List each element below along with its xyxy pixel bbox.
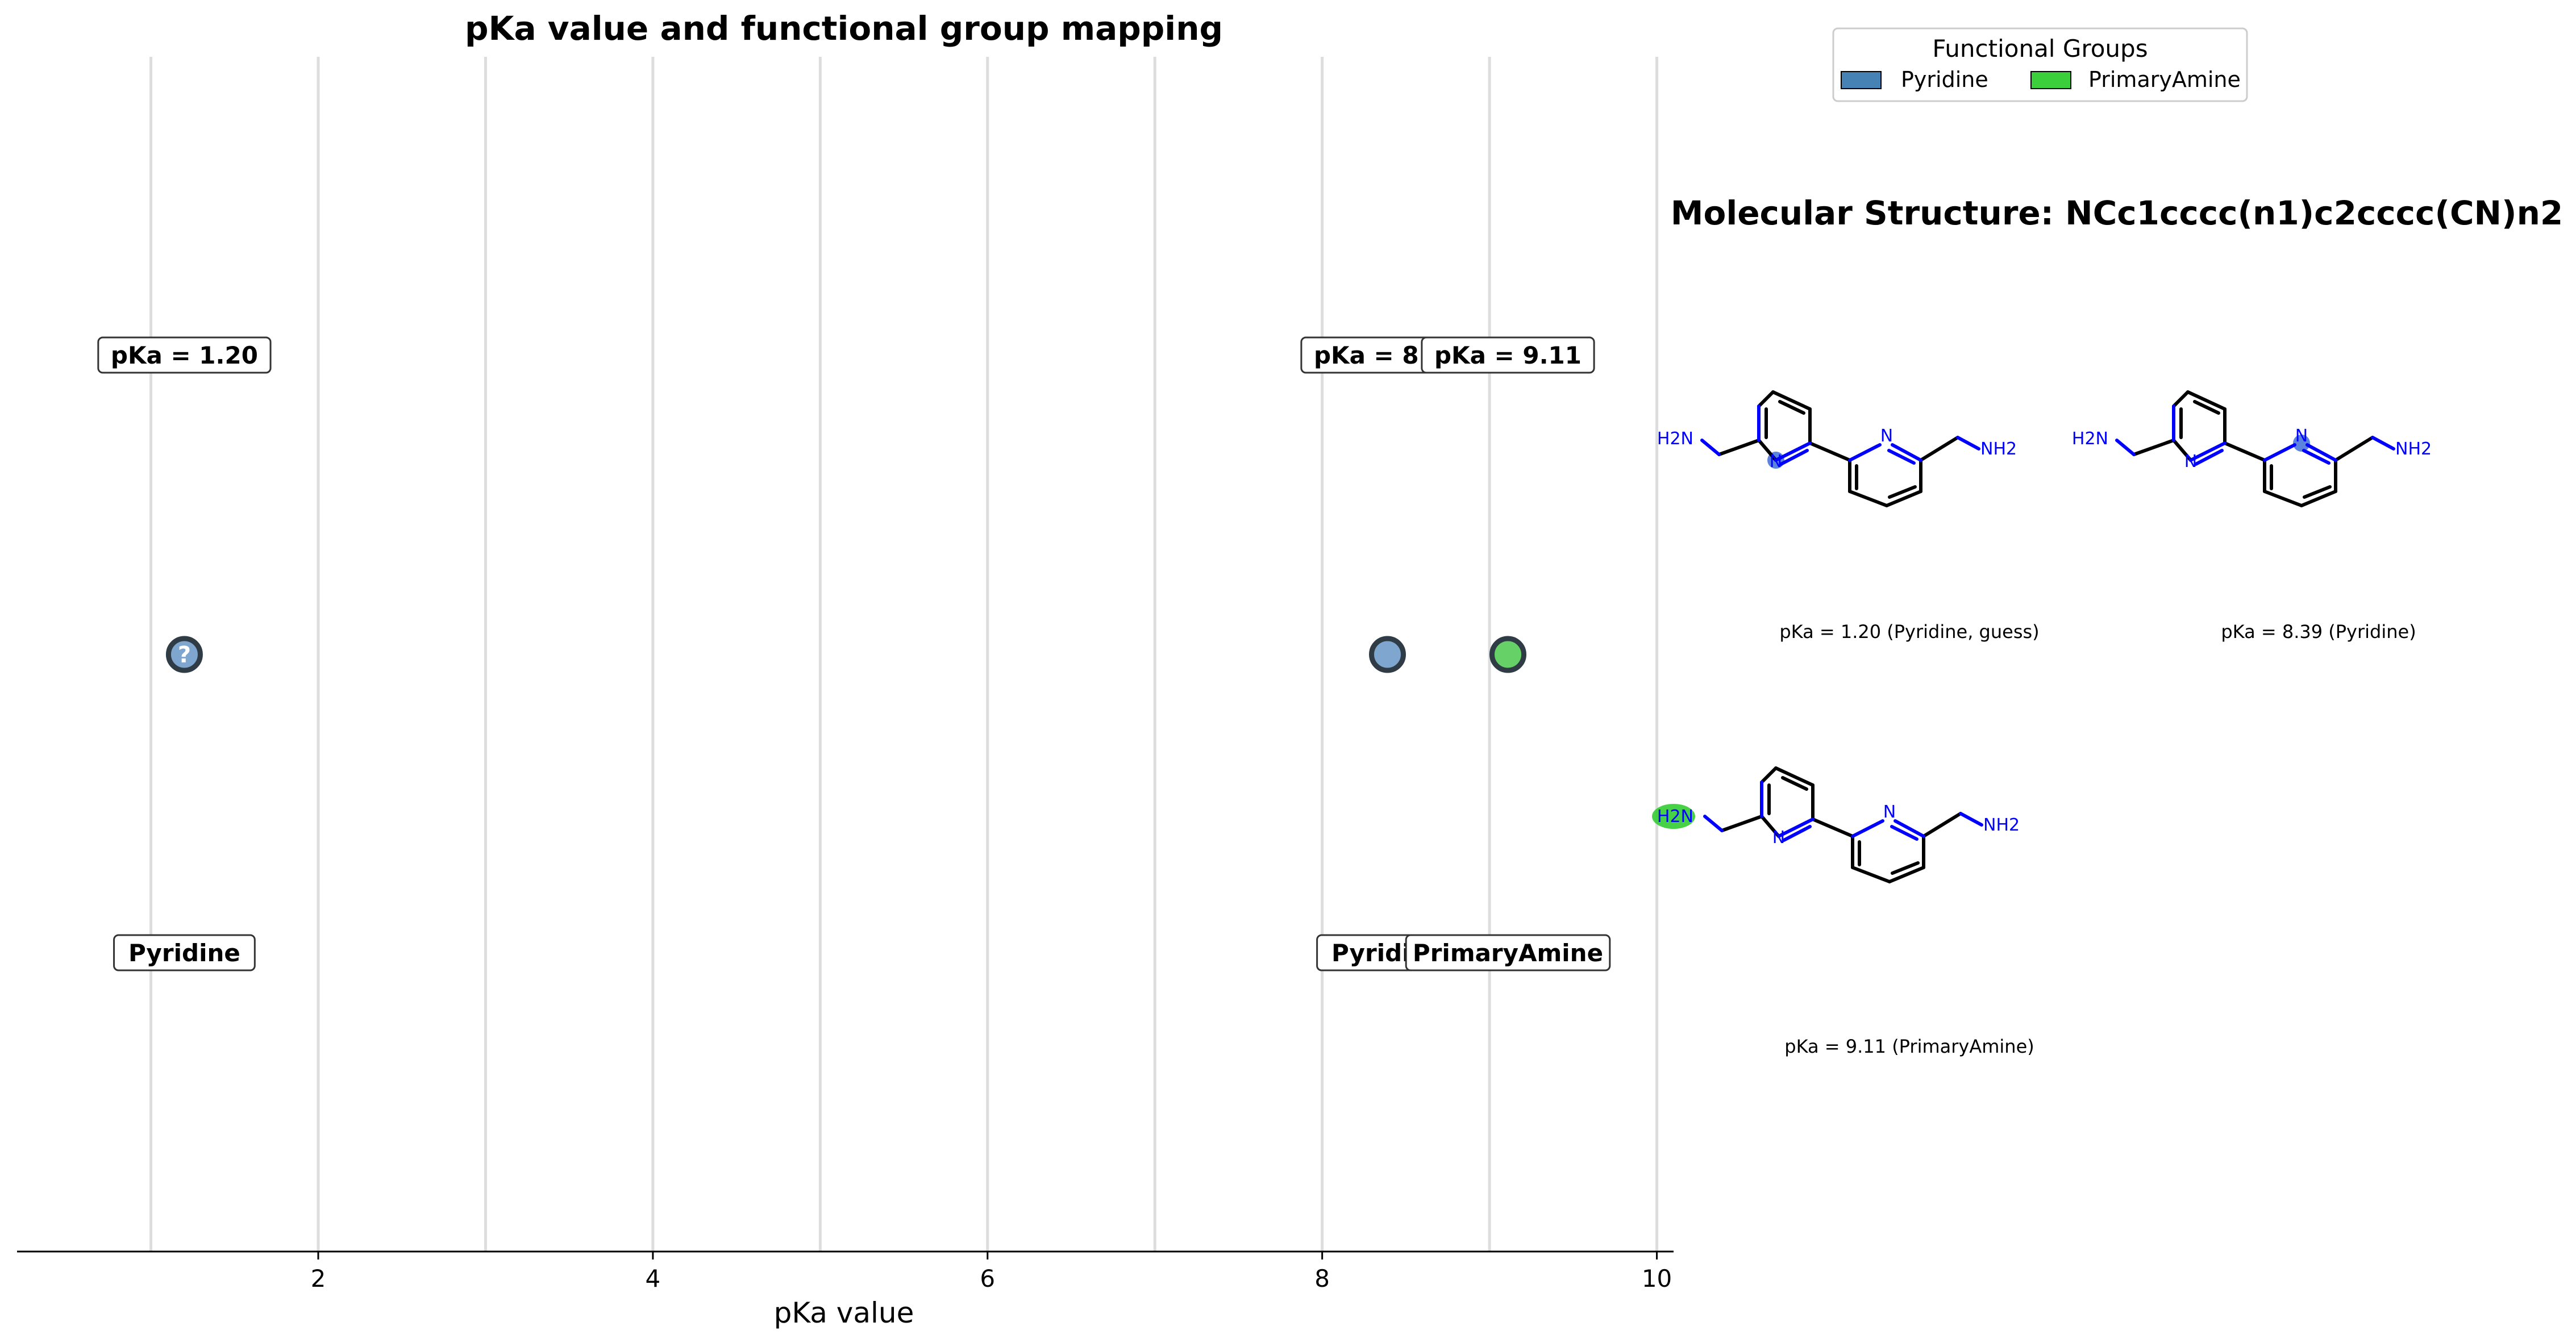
structure-caption-2: pKa = 8.39 (Pyridine) bbox=[2221, 621, 2416, 643]
legend-label-pyridine: Pyridine bbox=[1901, 67, 1988, 92]
legend-label-primaryamine: PrimaryAmine bbox=[2088, 67, 2241, 92]
x-tick-label: 4 bbox=[646, 1265, 661, 1292]
pka-label-text: pKa = 9.11 bbox=[1434, 341, 1582, 369]
structure-caption-3: pKa = 9.11 (PrimaryAmine) bbox=[1784, 1036, 2034, 1057]
atom-label-nh2: NH2 bbox=[1980, 439, 2017, 459]
group-label: Pyridine bbox=[113, 934, 256, 971]
atom-label-n: N bbox=[1883, 802, 1896, 822]
atom-label-n: N bbox=[2184, 452, 2197, 472]
molecule-structure-2: N N H2N NH2 bbox=[2072, 392, 2432, 506]
legend: Functional Groups Pyridine PrimaryAmine bbox=[1832, 27, 2248, 102]
legend-title: Functional Groups bbox=[1932, 35, 2148, 62]
atom-label-h2n: H2N bbox=[1657, 807, 1693, 827]
molecule-structure-1: N N H2N NH2 bbox=[1657, 392, 2017, 506]
x-tick-label: 2 bbox=[311, 1265, 326, 1292]
x-tick-label: 6 bbox=[980, 1265, 995, 1292]
pka-label-box bbox=[97, 336, 272, 374]
atom-label-nh2: NH2 bbox=[1983, 815, 2020, 835]
atom-label-n: N bbox=[2295, 426, 2308, 446]
legend-swatch-primaryamine bbox=[2030, 71, 2071, 89]
molecule-panel-title: Molecular Structure: NCc1cccc(n1)c2cccc(… bbox=[1671, 194, 2563, 232]
group-label: PrimaryAmine bbox=[1405, 934, 1611, 971]
group-label-text: PrimaryAmine bbox=[1413, 939, 1603, 967]
atom-label-n: N bbox=[1770, 452, 1782, 472]
x-tick-label: 8 bbox=[1314, 1265, 1330, 1292]
structure-caption-1: pKa = 1.20 (Pyridine, guess) bbox=[1779, 621, 2039, 643]
pka-label: pKa = 9.11 bbox=[1421, 336, 1595, 374]
atom-label-nh2: NH2 bbox=[2395, 439, 2432, 459]
data-point-marker bbox=[1369, 636, 1406, 673]
molecule-structure-3: N N H2N NH2 bbox=[1652, 768, 2020, 882]
atom-label-h2n: H2N bbox=[2072, 429, 2108, 449]
legend-swatch-pyridine bbox=[1841, 71, 1882, 89]
pka-label: pKa = 1.20 bbox=[97, 336, 272, 374]
data-point-marker bbox=[165, 636, 203, 673]
atom-label-n: N bbox=[1880, 426, 1893, 446]
group-label-text: Pyridine bbox=[128, 939, 240, 967]
x-tick-label: 10 bbox=[1642, 1265, 1672, 1292]
gridlines bbox=[149, 57, 1659, 1252]
group-label-box bbox=[113, 934, 256, 971]
pka-label-box bbox=[1421, 336, 1595, 374]
x-axis-label: pKa value bbox=[774, 1296, 914, 1329]
atom-label-h2n: H2N bbox=[1657, 429, 1693, 449]
highlight-left-amine bbox=[1652, 804, 1695, 829]
highlight-right-pyridine-n bbox=[2293, 435, 2310, 452]
legend-frame bbox=[1832, 27, 2248, 102]
data-point-marker-text: ? bbox=[178, 642, 191, 668]
data-point-marker bbox=[1489, 636, 1526, 673]
atom-label-n: N bbox=[1772, 828, 1785, 848]
x-axis-ticks: 2 4 6 8 10 bbox=[311, 1252, 1672, 1292]
group-label-box bbox=[1405, 934, 1611, 971]
chart-title: pKa value and functional group mapping bbox=[465, 9, 1223, 48]
pka-label-text: pKa = 1.20 bbox=[111, 341, 258, 369]
